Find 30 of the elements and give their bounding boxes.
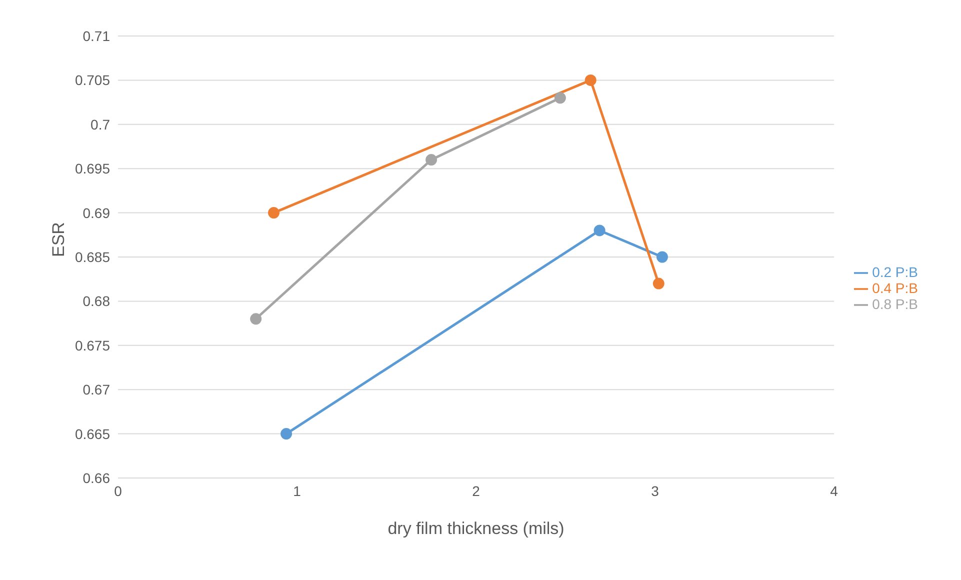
y-tick-label: 0.705: [74, 72, 110, 88]
y-tick-label: 0.68: [82, 293, 110, 310]
y-tick-label: 0.695: [74, 160, 110, 177]
point: [280, 428, 292, 440]
legend-label: 0.2 P:B: [872, 264, 918, 280]
y-tick-label: 0.675: [74, 337, 110, 354]
point: [584, 74, 596, 86]
point: [268, 207, 280, 219]
x-axis-title: dry film thickness (mils): [388, 519, 564, 538]
legend-label: 0.4 P:B: [872, 280, 918, 296]
x-tick-label: 2: [472, 482, 480, 499]
x-tick-label: 0: [114, 482, 122, 499]
y-tick-label: 0.685: [74, 248, 110, 265]
y-tick-label: 0.69: [82, 204, 110, 221]
y-tick-label: 0.71: [82, 28, 110, 44]
x-tick-label: 4: [830, 482, 838, 499]
y-axis-title: ESR: [49, 222, 68, 257]
point: [656, 251, 668, 263]
y-tick-label: 0.665: [74, 426, 110, 442]
point: [250, 313, 262, 325]
point: [426, 154, 438, 166]
y-tick-label: 0.67: [82, 382, 110, 398]
point: [652, 278, 664, 290]
y-tick-label: 0.66: [82, 470, 110, 486]
legend-label: 0.8 P:B: [872, 296, 918, 312]
y-tick-label: 0.7: [90, 116, 110, 132]
point: [554, 92, 566, 104]
x-tick-label: 3: [651, 482, 660, 499]
x-tick-label: 1: [293, 482, 302, 499]
point: [594, 224, 606, 236]
